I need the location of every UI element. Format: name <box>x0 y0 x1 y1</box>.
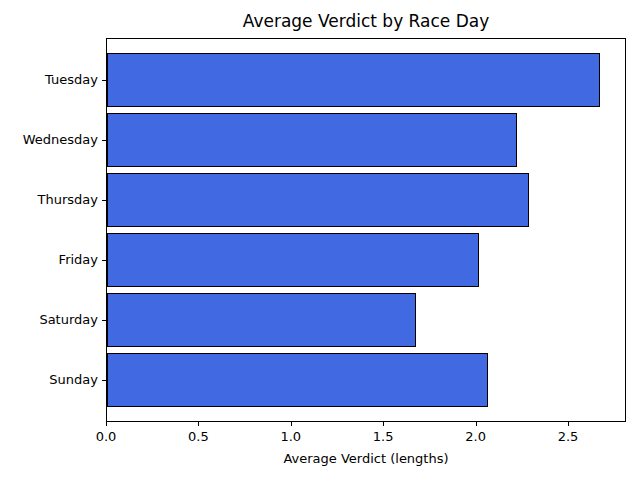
bar-wednesday <box>107 113 517 167</box>
bar-thursday <box>107 173 529 227</box>
x-axis-label: Average Verdict (lengths) <box>106 451 626 467</box>
y-tick-mark <box>102 380 106 381</box>
figure: Average Verdict by Race Day Tuesday Wedne… <box>0 0 640 480</box>
y-tick-label-wednesday: Wednesday <box>0 132 98 148</box>
x-tick-mark <box>568 422 569 426</box>
y-tick-mark <box>102 320 106 321</box>
x-tick-label-2.0: 2.0 <box>454 429 498 444</box>
bar-tuesday <box>107 53 600 107</box>
x-tick-label-0.5: 0.5 <box>176 429 220 444</box>
plot-area <box>106 38 626 422</box>
y-tick-label-friday: Friday <box>0 252 98 268</box>
chart-title: Average Verdict by Race Day <box>106 11 626 31</box>
bar-friday <box>107 233 479 287</box>
x-tick-mark <box>291 422 292 426</box>
y-tick-mark <box>102 80 106 81</box>
x-tick-label-2.5: 2.5 <box>546 429 590 444</box>
x-tick-label-1.5: 1.5 <box>361 429 405 444</box>
x-tick-mark <box>198 422 199 426</box>
y-tick-label-thursday: Thursday <box>0 192 98 208</box>
x-tick-mark <box>383 422 384 426</box>
x-tick-mark <box>106 422 107 426</box>
x-tick-mark <box>476 422 477 426</box>
y-tick-mark <box>102 260 106 261</box>
x-tick-label-1.0: 1.0 <box>269 429 313 444</box>
y-tick-mark <box>102 200 106 201</box>
x-tick-label-0.0: 0.0 <box>84 429 128 444</box>
y-tick-label-saturday: Saturday <box>0 312 98 328</box>
y-tick-label-sunday: Sunday <box>0 372 98 388</box>
bar-saturday <box>107 293 416 347</box>
y-tick-mark <box>102 140 106 141</box>
bar-sunday <box>107 353 488 407</box>
y-tick-label-tuesday: Tuesday <box>0 72 98 88</box>
